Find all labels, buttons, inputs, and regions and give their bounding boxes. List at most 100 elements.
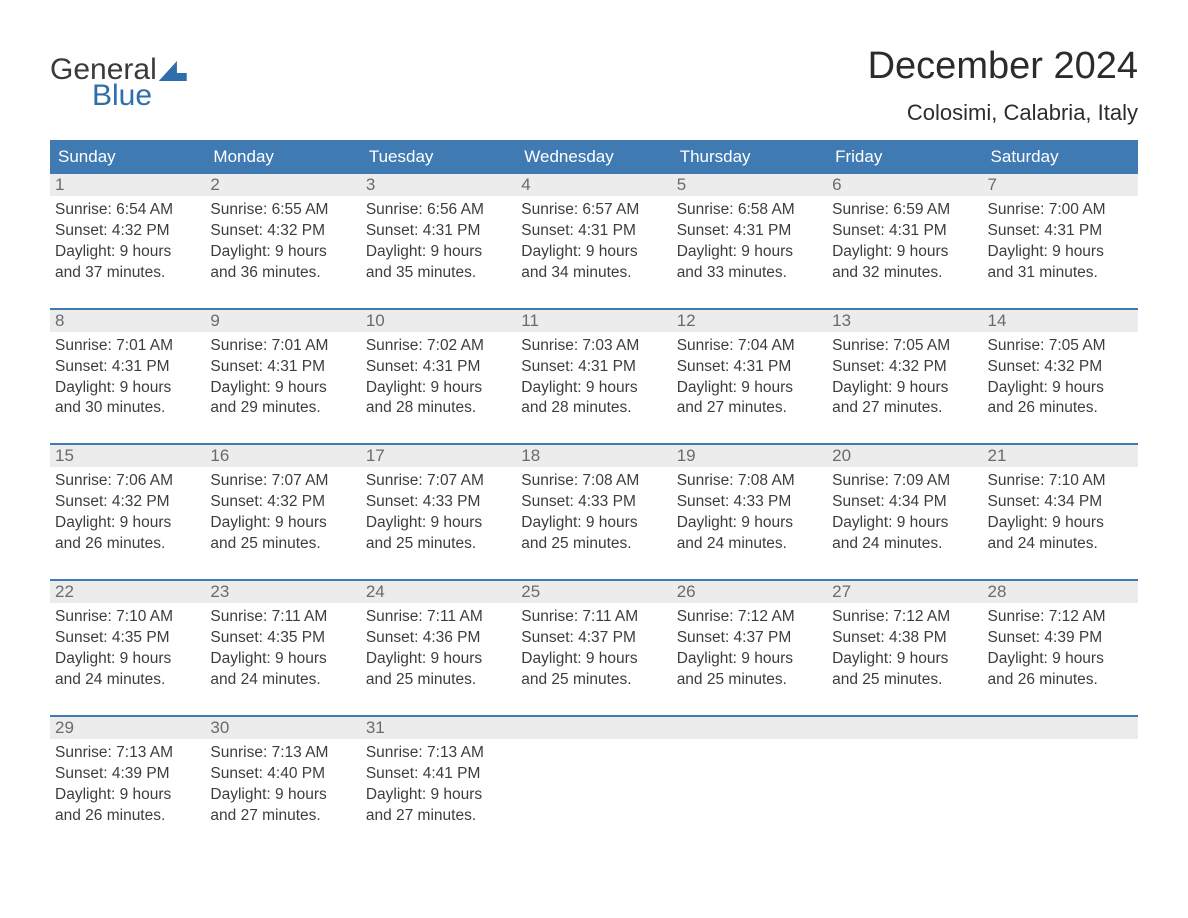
day-cell	[672, 739, 827, 851]
daylight-line2: and 29 minutes.	[210, 398, 355, 419]
daylight-line2: and 27 minutes.	[677, 398, 822, 419]
daylight-line2: and 28 minutes.	[521, 398, 666, 419]
daylight-line2: and 24 minutes.	[988, 534, 1133, 555]
sunrise-text: Sunrise: 7:12 AM	[677, 607, 822, 628]
sunrise-text: Sunrise: 7:11 AM	[366, 607, 511, 628]
day-cell: Sunrise: 7:07 AMSunset: 4:32 PMDaylight:…	[205, 467, 360, 579]
sunrise-text: Sunrise: 6:54 AM	[55, 200, 200, 221]
day-cell: Sunrise: 7:11 AMSunset: 4:35 PMDaylight:…	[205, 603, 360, 715]
sunrise-text: Sunrise: 7:12 AM	[832, 607, 977, 628]
sunrise-text: Sunrise: 6:59 AM	[832, 200, 977, 221]
day-cell: Sunrise: 7:01 AMSunset: 4:31 PMDaylight:…	[50, 332, 205, 444]
daylight-line2: and 36 minutes.	[210, 263, 355, 284]
day-number: 24	[361, 581, 516, 603]
day-number: 19	[672, 445, 827, 467]
sunrise-text: Sunrise: 7:08 AM	[521, 471, 666, 492]
daylight-line1: Daylight: 9 hours	[210, 378, 355, 399]
calendar-week: 22232425262728Sunrise: 7:10 AMSunset: 4:…	[50, 579, 1138, 715]
daylight-line2: and 35 minutes.	[366, 263, 511, 284]
sunset-text: Sunset: 4:39 PM	[55, 764, 200, 785]
daylight-line2: and 28 minutes.	[366, 398, 511, 419]
daylight-line1: Daylight: 9 hours	[55, 513, 200, 534]
daylight-line1: Daylight: 9 hours	[677, 378, 822, 399]
day-number: 6	[827, 174, 982, 196]
sunrise-text: Sunrise: 7:09 AM	[832, 471, 977, 492]
day-body-row: Sunrise: 7:01 AMSunset: 4:31 PMDaylight:…	[50, 332, 1138, 444]
sunset-text: Sunset: 4:32 PM	[988, 357, 1133, 378]
daylight-line2: and 33 minutes.	[677, 263, 822, 284]
daylight-line2: and 26 minutes.	[988, 398, 1133, 419]
sunset-text: Sunset: 4:37 PM	[677, 628, 822, 649]
daylight-line2: and 25 minutes.	[366, 534, 511, 555]
daylight-line2: and 30 minutes.	[55, 398, 200, 419]
sunset-text: Sunset: 4:31 PM	[521, 221, 666, 242]
sunset-text: Sunset: 4:35 PM	[55, 628, 200, 649]
daylight-line1: Daylight: 9 hours	[366, 378, 511, 399]
weekday-header: Thursday	[672, 140, 827, 174]
daylight-line1: Daylight: 9 hours	[366, 242, 511, 263]
sunrise-text: Sunrise: 7:11 AM	[521, 607, 666, 628]
day-cell: Sunrise: 7:07 AMSunset: 4:33 PMDaylight:…	[361, 467, 516, 579]
day-cell	[827, 739, 982, 851]
sunrise-text: Sunrise: 7:05 AM	[988, 336, 1133, 357]
day-cell: Sunrise: 7:00 AMSunset: 4:31 PMDaylight:…	[983, 196, 1138, 308]
daylight-line2: and 27 minutes.	[832, 398, 977, 419]
sunrise-text: Sunrise: 7:13 AM	[55, 743, 200, 764]
day-number: 26	[672, 581, 827, 603]
daylight-line1: Daylight: 9 hours	[988, 242, 1133, 263]
brand-logo: General Blue	[50, 55, 187, 111]
daylight-line2: and 27 minutes.	[210, 806, 355, 827]
sunrise-text: Sunrise: 7:06 AM	[55, 471, 200, 492]
daylight-line1: Daylight: 9 hours	[366, 513, 511, 534]
calendar-week: 15161718192021Sunrise: 7:06 AMSunset: 4:…	[50, 443, 1138, 579]
calendar-week: 293031Sunrise: 7:13 AMSunset: 4:39 PMDay…	[50, 715, 1138, 851]
sunset-text: Sunset: 4:31 PM	[988, 221, 1133, 242]
daylight-line2: and 27 minutes.	[366, 806, 511, 827]
day-cell: Sunrise: 7:11 AMSunset: 4:36 PMDaylight:…	[361, 603, 516, 715]
day-number: 12	[672, 310, 827, 332]
daylight-line2: and 32 minutes.	[832, 263, 977, 284]
daylight-line2: and 37 minutes.	[55, 263, 200, 284]
sunset-text: Sunset: 4:35 PM	[210, 628, 355, 649]
day-body-row: Sunrise: 7:06 AMSunset: 4:32 PMDaylight:…	[50, 467, 1138, 579]
sunrise-text: Sunrise: 6:57 AM	[521, 200, 666, 221]
sunset-text: Sunset: 4:31 PM	[210, 357, 355, 378]
daylight-line2: and 25 minutes.	[521, 534, 666, 555]
sunrise-text: Sunrise: 7:07 AM	[366, 471, 511, 492]
sunrise-text: Sunrise: 7:02 AM	[366, 336, 511, 357]
sunrise-text: Sunrise: 7:03 AM	[521, 336, 666, 357]
daylight-line1: Daylight: 9 hours	[521, 649, 666, 670]
sunrise-text: Sunrise: 7:01 AM	[55, 336, 200, 357]
day-number	[516, 717, 671, 739]
sunset-text: Sunset: 4:40 PM	[210, 764, 355, 785]
sunrise-text: Sunrise: 7:05 AM	[832, 336, 977, 357]
month-title: December 2024	[868, 45, 1138, 88]
daylight-line1: Daylight: 9 hours	[210, 513, 355, 534]
day-number	[983, 717, 1138, 739]
daylight-line1: Daylight: 9 hours	[521, 242, 666, 263]
day-number: 30	[205, 717, 360, 739]
daylight-line1: Daylight: 9 hours	[366, 649, 511, 670]
weekday-header: Monday	[205, 140, 360, 174]
day-number: 18	[516, 445, 671, 467]
brand-word-2: Blue	[92, 81, 187, 111]
weekday-header: Friday	[827, 140, 982, 174]
daylight-line2: and 26 minutes.	[55, 534, 200, 555]
sunset-text: Sunset: 4:31 PM	[366, 221, 511, 242]
day-number: 31	[361, 717, 516, 739]
day-number: 5	[672, 174, 827, 196]
flag-icon	[159, 61, 187, 81]
sunset-text: Sunset: 4:31 PM	[677, 357, 822, 378]
calendar-week: 891011121314Sunrise: 7:01 AMSunset: 4:31…	[50, 308, 1138, 444]
daylight-line1: Daylight: 9 hours	[677, 649, 822, 670]
day-cell: Sunrise: 6:56 AMSunset: 4:31 PMDaylight:…	[361, 196, 516, 308]
day-cell: Sunrise: 7:12 AMSunset: 4:37 PMDaylight:…	[672, 603, 827, 715]
sunset-text: Sunset: 4:41 PM	[366, 764, 511, 785]
day-number-row: 1234567	[50, 174, 1138, 196]
day-number: 13	[827, 310, 982, 332]
daylight-line1: Daylight: 9 hours	[677, 513, 822, 534]
daylight-line2: and 34 minutes.	[521, 263, 666, 284]
day-cell: Sunrise: 7:08 AMSunset: 4:33 PMDaylight:…	[672, 467, 827, 579]
day-number: 27	[827, 581, 982, 603]
day-number-row: 293031	[50, 715, 1138, 739]
